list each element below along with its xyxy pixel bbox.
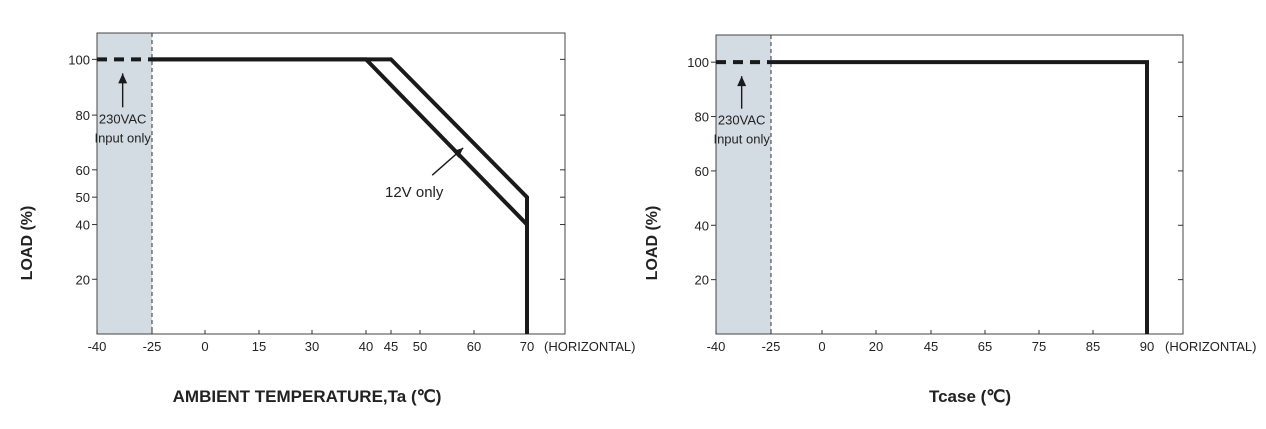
y-axis-label: LOAD (%)	[644, 206, 661, 281]
y-tick-label: 100	[68, 52, 90, 67]
annotation-arrow-head	[452, 147, 464, 158]
y-tick-label: 80	[695, 110, 709, 125]
shaded-region-230vac	[716, 35, 771, 334]
y-tick-label: 100	[687, 55, 709, 70]
derating-curve-1	[771, 60, 1149, 334]
y-tick-label: 40	[76, 218, 90, 233]
x-tick-label: 45	[924, 339, 938, 354]
x-tick-label: 85	[1086, 339, 1100, 354]
y-tick-label: 20	[76, 272, 90, 287]
annotation-label: 12V only	[385, 184, 444, 201]
annotation-arrow-head	[737, 76, 747, 87]
y-tick-label: 50	[76, 190, 90, 205]
y-tick-label: 60	[695, 164, 709, 179]
x-tick-label: 20	[869, 339, 883, 354]
annotation-label: Input only	[94, 130, 151, 145]
x-tick-label: 0	[818, 339, 825, 354]
x-tick-label: 60	[467, 339, 481, 354]
x-tick-label: 40	[359, 339, 373, 354]
y-tick-label: 60	[76, 163, 90, 178]
x-tick-label: 30	[305, 339, 319, 354]
y-tick-label: 20	[695, 273, 709, 288]
x-axis-label: AMBIENT TEMPERATURE,Ta (℃)	[173, 387, 442, 406]
y-tick-label: 40	[695, 218, 709, 233]
derating-curve-2	[152, 57, 529, 334]
chart-2: 20 40 60 80 100 -40 -25 0 20 45 65 75 85 90 (HORIZONTA…	[644, 34, 1256, 406]
y-axis-label: LOAD (%)	[19, 206, 36, 281]
annotation-arrow-head	[118, 73, 128, 84]
x-tick-label: -40	[707, 339, 726, 354]
plot-frame	[96, 32, 566, 335]
x-axis-orientation-label: (HORIZONTAL)	[1165, 339, 1256, 354]
x-tick-label: 15	[252, 339, 266, 354]
x-axis-label: Tcase (℃)	[929, 387, 1011, 406]
chart-1: 20 40 50 60 80 100 -40 -25 0 15 30 40 45 50 60 70 (HORIZ…	[19, 32, 635, 406]
x-tick-label: 0	[201, 339, 208, 354]
x-axis-orientation-label: (HORIZONTAL)	[544, 339, 635, 354]
x-tick-label: -25	[762, 339, 781, 354]
annotation-label: 230VAC	[99, 111, 146, 126]
y-tick-label: 80	[76, 108, 90, 123]
x-tick-label: 90	[1140, 339, 1154, 354]
x-tick-label: 70	[520, 339, 534, 354]
annotation-label: Input only	[713, 132, 770, 147]
derating-curve-1	[152, 57, 529, 334]
x-tick-label: -40	[88, 339, 107, 354]
x-tick-label: 50	[413, 339, 427, 354]
annotation-label: 230VAC	[718, 113, 765, 128]
x-tick-label: -25	[143, 339, 162, 354]
x-tick-label: 75	[1032, 339, 1046, 354]
plot-frame	[715, 34, 1184, 335]
x-tick-label: 45	[384, 339, 398, 354]
x-tick-label: 65	[978, 339, 992, 354]
